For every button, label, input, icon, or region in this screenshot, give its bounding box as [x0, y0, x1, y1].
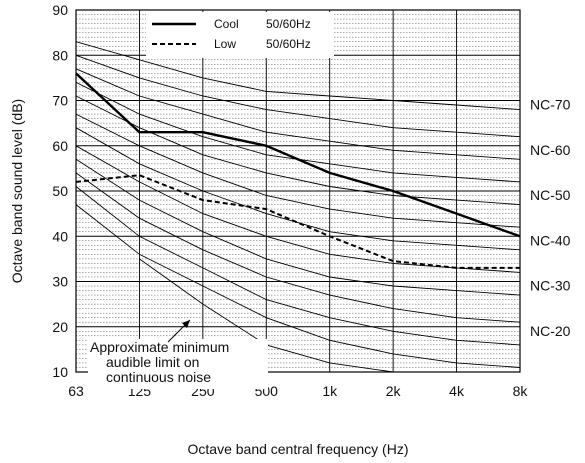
legend-label: Low	[214, 37, 236, 51]
nc-curve	[75, 127, 521, 251]
nc-label-bg	[522, 276, 584, 295]
x-tick-label: 63	[68, 383, 84, 399]
x-tick-label: 1k	[322, 383, 338, 399]
y-tick-label: 20	[52, 319, 68, 335]
nc-label-bg	[522, 95, 584, 114]
nc-curve	[75, 172, 521, 323]
nc-label: NC-40	[530, 232, 571, 248]
series-line-low	[75, 174, 520, 269]
annotation-text: Approximate minimum	[90, 339, 229, 355]
annotation-text: audible limit on	[106, 354, 199, 370]
y-tick-label: 10	[52, 364, 68, 380]
nc-curve	[75, 113, 521, 228]
nc-label-bg	[522, 140, 584, 159]
y-tick-label: 50	[52, 183, 68, 199]
y-tick-label: 90	[52, 2, 68, 18]
nc-label: NC-60	[530, 142, 571, 158]
y-tick-label: 30	[52, 274, 68, 290]
nc-curves	[75, 41, 521, 373]
nc-label: NC-50	[530, 187, 571, 203]
x-tick-label: 4k	[449, 383, 465, 399]
nc-label: NC-20	[530, 323, 571, 339]
nc-curve	[75, 186, 521, 346]
nc-label-bg	[522, 321, 584, 340]
legend-condition: 50/60Hz	[266, 37, 311, 51]
nc-label-bg	[522, 186, 584, 204]
nc-curve	[75, 68, 521, 160]
x-axis-title: Octave band central frequency (Hz)	[188, 441, 409, 457]
nc-label: NC-30	[530, 278, 571, 294]
plot-frame	[75, 9, 521, 373]
nc-labels: NC-70 NC-60 NC-50 NC-40 NC-30 NC-20	[522, 95, 584, 340]
x-tick-label: 8k	[513, 383, 529, 399]
annotation-text: continuous noise	[106, 369, 211, 385]
nc-label: NC-70	[530, 97, 571, 113]
nc-curve	[75, 158, 521, 296]
nc-curve	[75, 54, 521, 138]
y-tick-label: 60	[52, 138, 68, 154]
series-lines	[75, 72, 521, 269]
y-axis-title: Octave band sound level (dB)	[9, 99, 25, 283]
legend-label: Cool	[214, 17, 239, 31]
annotation-box	[88, 339, 268, 389]
series-line-cool	[75, 72, 521, 238]
grid	[76, 9, 520, 373]
y-tick-label: 70	[52, 93, 68, 109]
legend-box	[146, 12, 334, 58]
nc-label-bg	[522, 231, 584, 250]
nc-curve	[75, 204, 521, 368]
x-tick-label: 2k	[386, 383, 402, 399]
legend-condition: 50/60Hz	[266, 17, 311, 31]
y-tick-label: 80	[52, 47, 68, 63]
nc-curve	[75, 41, 521, 111]
y-tick-label: 40	[52, 228, 68, 244]
annotation-arrowhead	[182, 320, 190, 328]
legend: Cool 50/60Hz Low 50/60Hz	[146, 12, 334, 58]
